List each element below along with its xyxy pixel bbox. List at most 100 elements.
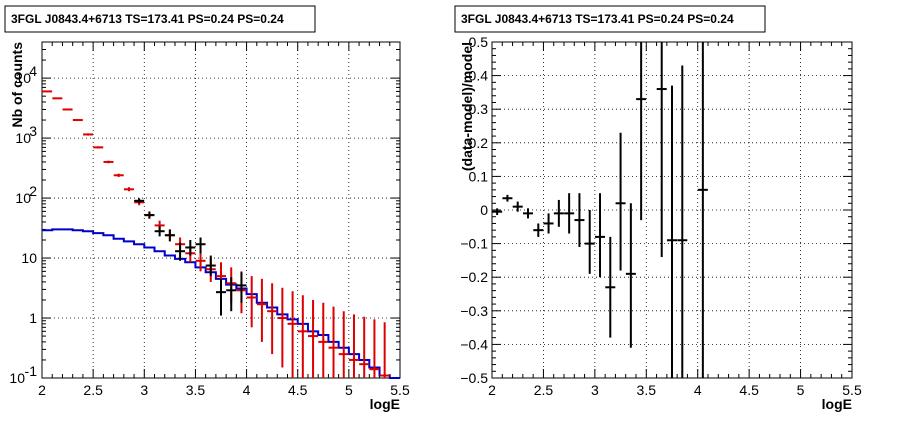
residual-point (656, 42, 667, 258)
model-point (287, 291, 298, 378)
data-point (216, 278, 226, 316)
residual-point (502, 194, 513, 202)
x-axis-label: logE (822, 396, 852, 412)
residual-point (564, 193, 575, 234)
residual-panel: 3FGL J0843.4+6713 TS=173.41 PS=0.24 PS=0… (454, 5, 862, 412)
model-point (83, 133, 94, 136)
residual-point (625, 203, 636, 348)
residual-point (543, 213, 554, 234)
y-tick-label-exponent: -1 (25, 363, 38, 379)
x-axis-label: logE (370, 396, 400, 412)
model-point (379, 322, 390, 378)
data-point (144, 211, 155, 219)
x-tick-label: 3.5 (637, 382, 657, 398)
model-point (328, 306, 339, 378)
model-point (369, 319, 380, 378)
y-tick-label: 10 (21, 250, 37, 266)
chart-title-box (4, 5, 316, 33)
residual-point (553, 199, 564, 227)
x-tick-label: 5.5 (842, 382, 862, 398)
residual-point (636, 42, 647, 221)
residual-point (595, 193, 605, 278)
model-point (93, 146, 104, 149)
data-point (154, 226, 165, 237)
model-point (256, 278, 267, 342)
x-tick-label: 5 (797, 382, 805, 398)
model-point (297, 295, 308, 378)
residual-point (533, 223, 544, 237)
data-point (236, 272, 247, 303)
x-tick-label: 2.5 (83, 382, 103, 398)
model-point (359, 316, 370, 378)
residual-point (523, 208, 533, 219)
y-axis-label: (data-model)/model (459, 42, 475, 171)
residual-point (574, 193, 585, 247)
chart-title-box (454, 5, 766, 33)
y-tick-label: 0 (480, 202, 488, 218)
y-tick-label: 0.4 (469, 68, 489, 84)
model-point (318, 302, 329, 378)
model-point (113, 173, 124, 177)
x-tick-label: 4.5 (288, 382, 308, 398)
x-tick-label: 4.5 (739, 382, 759, 398)
residual-point (584, 210, 595, 274)
y-tick-label: −0.5 (460, 370, 488, 386)
residual-point (512, 201, 523, 212)
data-point (164, 229, 175, 242)
model-point (308, 299, 319, 378)
data-point (185, 239, 196, 256)
y-axis-label: Nb of counts (9, 42, 25, 128)
model-point (277, 287, 288, 368)
y-tick-label: −0.2 (460, 269, 488, 285)
residual-point (697, 42, 708, 378)
y-tick-label: 10 (9, 370, 25, 386)
y-tick-label: 10 (15, 70, 31, 86)
y-tick-label: 0.5 (469, 34, 489, 50)
model-point (103, 160, 114, 164)
x-tick-label: 2.5 (534, 382, 554, 398)
data-point (195, 237, 206, 254)
residual-point (615, 132, 626, 271)
x-tick-label: 5.5 (390, 382, 410, 398)
x-tick-label: 4 (694, 382, 702, 398)
data-point (226, 277, 237, 312)
y-tick-label: 10 (15, 190, 31, 206)
model-point (338, 311, 349, 378)
residual-point (605, 236, 616, 338)
y-tick-label: 10 (15, 130, 31, 146)
y-tick-label-exponent: 4 (29, 63, 37, 79)
model-point (246, 276, 257, 328)
y-tick-label-exponent: 3 (29, 123, 37, 139)
model-point (267, 283, 278, 355)
y-tick-label: 0.2 (469, 135, 489, 151)
model-point (123, 187, 134, 192)
x-tick-label: 3 (140, 382, 148, 398)
x-tick-label: 2 (488, 382, 496, 398)
x-tick-label: 3 (591, 382, 599, 398)
data-point (205, 255, 216, 277)
y-tick-label: 1 (29, 310, 37, 326)
x-tick-label: 5 (345, 382, 353, 398)
y-tick-label: 0.3 (469, 101, 489, 117)
residual-point (677, 65, 688, 378)
model-step-line (42, 228, 400, 379)
spectrum-panel: 3FGL J0843.4+6713 TS=173.41 PS=0.24 PS=0… (4, 5, 410, 412)
y-tick-label: −0.3 (460, 303, 488, 319)
data-point (175, 242, 186, 261)
chart-title: 3FGL J0843.4+6713 TS=173.41 PS=0.24 PS=0… (11, 12, 284, 26)
chart-title: 3FGL J0843.4+6713 TS=173.41 PS=0.24 PS=0… (461, 12, 734, 26)
plot-frame (41, 41, 401, 379)
residual-point (492, 208, 503, 216)
model-point (348, 314, 359, 378)
x-tick-label: 4 (243, 382, 251, 398)
y-tick-label: −0.1 (460, 236, 488, 252)
y-tick-label: 0.1 (469, 168, 489, 184)
model-point (195, 251, 206, 272)
residual-point (667, 85, 677, 378)
data-point (134, 198, 145, 204)
y-tick-label-exponent: 2 (29, 183, 37, 199)
y-tick-label: −0.4 (460, 336, 488, 352)
x-tick-label: 3.5 (186, 382, 206, 398)
x-tick-label: 2 (38, 382, 46, 398)
